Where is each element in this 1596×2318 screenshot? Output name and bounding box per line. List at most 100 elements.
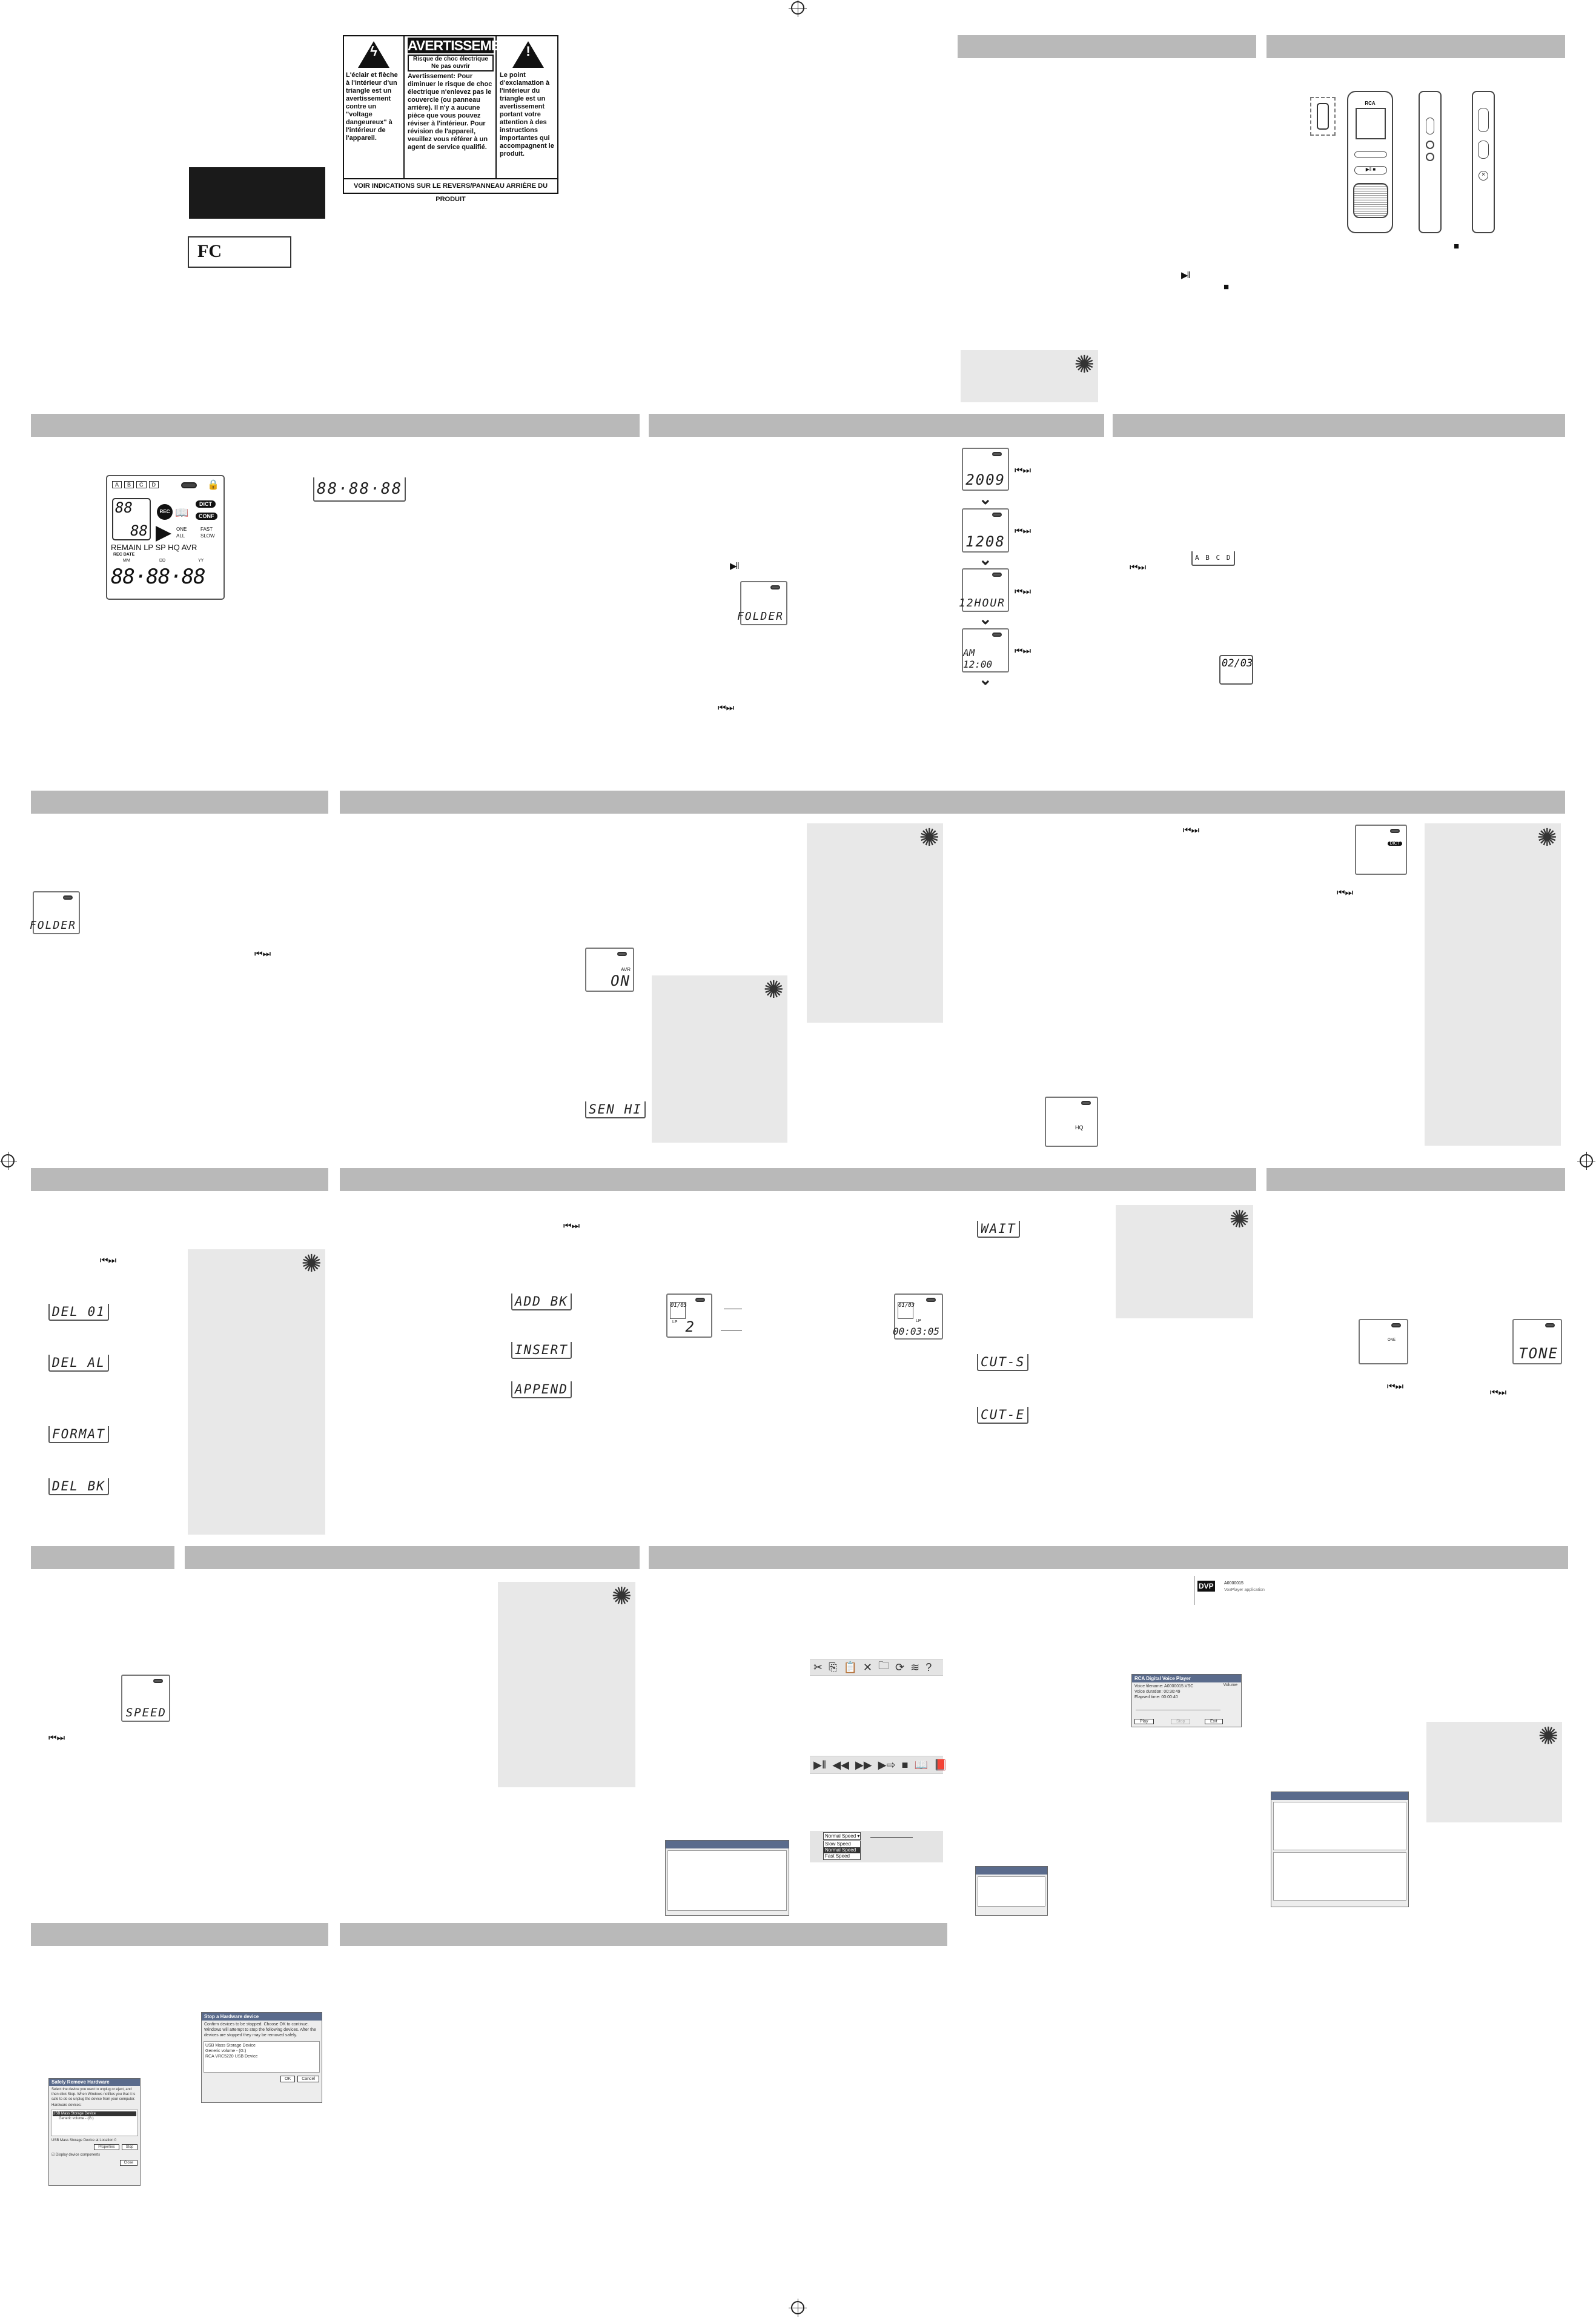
device-screen	[1356, 108, 1386, 139]
quality-modes: LP SP HQ	[144, 543, 180, 552]
device-item[interactable]: Generic volume - (G:)	[205, 2049, 247, 2053]
copy-icon[interactable]: ⎘	[829, 1661, 838, 1673]
prev-next-icon: ⏮ ⏭	[1337, 888, 1353, 898]
speed-fast: FAST	[200, 526, 213, 532]
warning-heading: AVERTISSEMENT	[408, 38, 518, 53]
section-header	[31, 791, 328, 814]
dialog-text: Select the device you want to unplug or …	[51, 2088, 136, 2101]
stop-button[interactable]: Stop	[1171, 1719, 1191, 1724]
prev-next-icon: ⏮ ⏭	[1015, 465, 1031, 476]
lcd-text: TONE	[1518, 1345, 1558, 1362]
warning-sub2: Ne pas ouvrir	[431, 63, 470, 70]
rec-date-label: REC DATE	[113, 553, 135, 557]
prev-next-icon: ⏮ ⏭	[1130, 562, 1146, 573]
device-item[interactable]: USB Mass Storage Device	[53, 2111, 136, 2116]
lp-indicator: LP	[672, 1320, 678, 1324]
play-indicator-icon	[156, 526, 171, 542]
paste-icon[interactable]: 📋	[843, 1661, 857, 1673]
tip-box: ✺	[1116, 1205, 1253, 1318]
folder-d-icon: D	[148, 481, 159, 488]
rca-logo: RCA	[1365, 101, 1376, 106]
help-icon[interactable]: ?	[925, 1661, 932, 1673]
section-header	[340, 1923, 947, 1946]
section-header	[31, 1546, 174, 1569]
prev-next-icon: ⏮ ⏭	[1015, 526, 1031, 536]
tip-box: ✺	[961, 350, 1098, 402]
play-button[interactable]: Play	[1134, 1719, 1154, 1724]
file-fraction-display: 02/03	[1219, 655, 1253, 685]
display-components-checkbox[interactable]: ☑ Display device components	[51, 2153, 101, 2157]
play-pause-icon: ▶‖	[730, 561, 740, 571]
mm-label: MM	[123, 559, 130, 563]
tip-box: ✺	[1425, 823, 1561, 1146]
lcd-screen-time: AM 12:00	[962, 628, 1009, 672]
bookmark-remove-icon[interactable]: 📕	[933, 1758, 948, 1771]
repeat-one: ONE	[176, 526, 187, 532]
properties-button[interactable]: Properties	[94, 2144, 119, 2150]
folder-a-icon: A	[112, 481, 122, 488]
rec-button	[1478, 141, 1489, 159]
folder-strip: A B C D	[1191, 551, 1236, 566]
speed-selected: Normal Speed	[825, 1833, 856, 1839]
lcd-text: 00:03:05	[892, 1326, 939, 1337]
section-header	[1267, 1168, 1565, 1191]
new-folder-icon[interactable]: 🗀	[878, 1659, 890, 1672]
lcd-text: ON	[611, 972, 631, 989]
play-pause-icon[interactable]: ▶‖	[813, 1758, 827, 1771]
speed-control-bar: Normal Speed ▾ Slow Speed Normal Speed F…	[810, 1831, 943, 1862]
avr-indicator: AVR	[181, 543, 197, 552]
device-item[interactable]: RCA VRC5220 USB Device	[205, 2054, 258, 2059]
ok-button[interactable]: OK	[280, 2076, 296, 2082]
device-front: RCA ▶‖ ■	[1347, 91, 1393, 233]
lcd-screen-hour: 12HOUR	[959, 568, 1009, 612]
folder-b: B	[1205, 554, 1211, 562]
warning-left-text: L'éclair et flèche à l'intérieur d'un tr…	[346, 71, 398, 142]
speed-option-slow[interactable]: Slow Speed	[825, 1841, 851, 1847]
close-button[interactable]: Close	[119, 2160, 137, 2166]
device-item[interactable]: Generic volume - (G:)	[59, 2117, 94, 2120]
lcd-strip-delbk: DEL BK	[48, 1478, 109, 1495]
speed-option-normal[interactable]: Normal Speed	[824, 1847, 860, 1853]
delete-button: ×	[1478, 171, 1488, 181]
device-side-right: ×	[1472, 91, 1495, 233]
delete-icon[interactable]: ✕	[863, 1661, 873, 1673]
arrow-down-icon: ⌄	[979, 490, 992, 508]
lcd-strip-format: FORMAT	[48, 1426, 109, 1443]
lightbulb-icon: ✺	[301, 1250, 322, 1277]
lightbulb-icon: ✺	[1229, 1206, 1250, 1233]
edit-toolbar: ✂ ⎘ 📋 ✕ 🗀 ⟳ ≋?	[810, 1659, 943, 1676]
lcd-screen-folder: FOLDER	[30, 891, 80, 934]
volume-slider[interactable]	[870, 1837, 913, 1838]
fast-forward-icon[interactable]: ▶▶	[855, 1758, 872, 1771]
lightning-warning-icon: ϟ	[358, 41, 389, 68]
stop-icon[interactable]: ■	[901, 1758, 909, 1771]
lcd-strip-sen: SEN HI	[585, 1101, 646, 1118]
rewind-icon[interactable]: ◀◀	[832, 1758, 849, 1771]
section-header	[185, 1546, 640, 1569]
bookmark-icon[interactable]: 📖	[914, 1758, 928, 1771]
bookmark-icon: 📖	[175, 506, 189, 519]
lcd-screen-folder: FOLDER	[737, 581, 787, 625]
cut-icon[interactable]: ✂	[813, 1661, 823, 1673]
wave-icon[interactable]: ≋	[910, 1661, 920, 1673]
lcd-text: FOLDER	[737, 610, 784, 623]
voice-duration: Voice duration: 00:30:49	[1134, 1690, 1180, 1694]
exit-button[interactable]: Exit	[1205, 1719, 1223, 1724]
speed-select[interactable]: Normal Speed ▾	[823, 1832, 861, 1840]
dvp-logo: DVP	[1197, 1581, 1215, 1592]
stop-icon: ■	[1223, 282, 1229, 292]
registration-mark	[0, 1152, 17, 1170]
lcd-strip-delal: DEL AL	[48, 1355, 109, 1372]
speed-dropdown: Slow Speed Normal Speed Fast Speed	[823, 1841, 861, 1860]
elapsed-time: Elapsed time: 00:00:40	[1134, 1695, 1178, 1699]
file-number-digits: 88	[115, 499, 133, 516]
convert-icon[interactable]: ⟳	[895, 1661, 905, 1673]
stop-button[interactable]: Stop	[121, 2144, 137, 2150]
device-item[interactable]: USB Mass Storage Device	[205, 2044, 256, 2048]
lcd-screen-tone: TONE	[1512, 1319, 1562, 1364]
play-to-icon[interactable]: ▶⇨	[878, 1758, 896, 1771]
speed-option-fast[interactable]: Fast Speed	[825, 1853, 850, 1859]
dict-indicator: DICT	[1387, 842, 1402, 846]
black-panel	[189, 167, 325, 219]
cancel-button[interactable]: Cancel	[297, 2076, 319, 2082]
